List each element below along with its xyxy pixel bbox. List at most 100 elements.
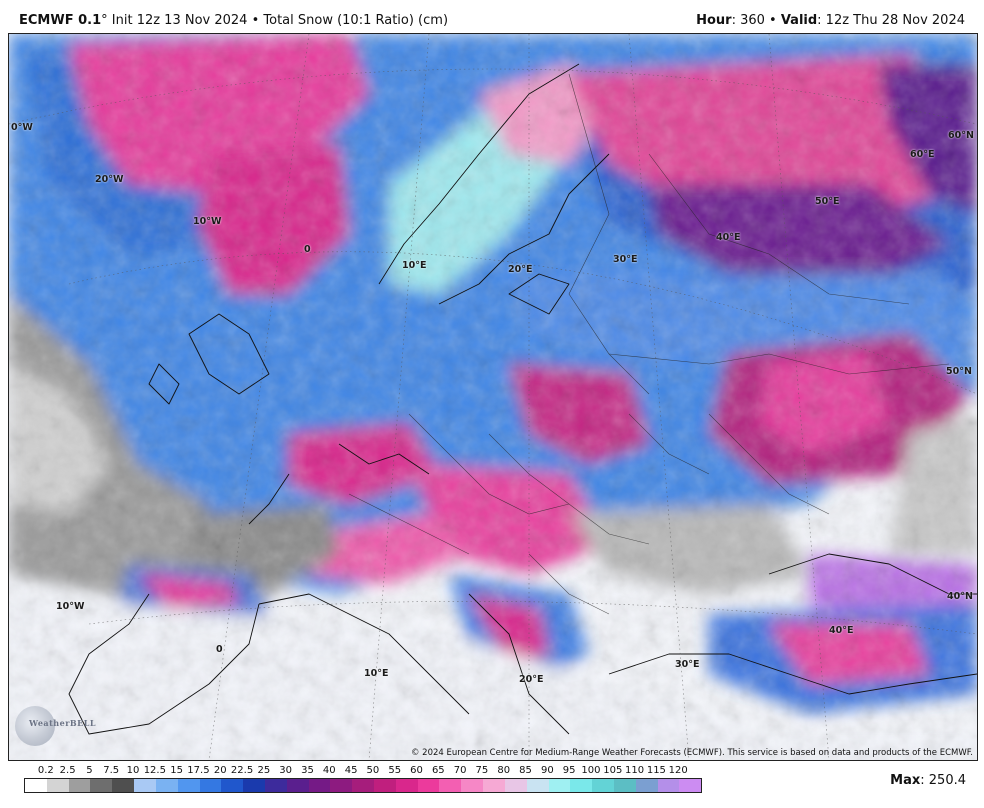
legend-swatch — [90, 779, 113, 792]
hour-value: : 360 • — [731, 13, 781, 28]
snow-map[interactable]: 0°W 20°W 10°W 0 10°E 20°E 30°E 40°E 50°E… — [8, 33, 978, 761]
max-value: Max: 250.4 — [890, 773, 966, 788]
legend-tick-label: 12.5 — [143, 765, 166, 776]
legend-tick-label: 25 — [257, 765, 271, 776]
legend-swatch — [308, 779, 331, 792]
header-valid: Hour: 360 • Valid: 12z Thu 28 Nov 2024 — [696, 13, 965, 28]
header: ECMWF 0.1° Init 12z 13 Nov 2024 • Total … — [0, 0, 984, 32]
lon-label: 10°W — [193, 216, 222, 227]
legend-swatch — [330, 779, 353, 792]
lon-label: 0 — [304, 244, 311, 255]
logo-text: WeatherBELL — [29, 718, 97, 728]
legend-tick-label: 80 — [497, 765, 511, 776]
legend-swatch — [112, 779, 135, 792]
legend-swatch — [635, 779, 658, 792]
legend-tick-label: 55 — [388, 765, 402, 776]
legend-swatch — [679, 779, 702, 792]
legend-colorbar — [24, 778, 702, 793]
legend-swatch — [483, 779, 505, 792]
lon-label: 20°E — [519, 674, 544, 685]
legend-tick-label: 17.5 — [187, 765, 210, 776]
hour-label: Hour — [696, 13, 732, 28]
legend-tick-label: 75 — [475, 765, 489, 776]
weatherbell-logo: WeatherBELL — [15, 706, 97, 746]
lon-label: 30°E — [613, 254, 638, 265]
legend-swatch — [657, 779, 680, 792]
lon-label: 10°E — [402, 260, 427, 271]
legend-swatch — [461, 779, 484, 792]
legend-swatch — [613, 779, 636, 792]
model-name: ECMWF 0.1 — [19, 13, 102, 28]
legend-swatch — [199, 779, 222, 792]
legend-tick-label: 65 — [431, 765, 445, 776]
lon-label: 50°E — [815, 196, 840, 207]
legend-swatch — [25, 779, 47, 792]
lon-label: 10°W — [56, 601, 85, 612]
legend-tick-label: 0.2 — [37, 765, 54, 776]
max-number: : 250.4 — [920, 773, 966, 788]
copyright: © 2024 European Centre for Medium-Range … — [410, 748, 973, 758]
legend-swatch — [68, 779, 91, 792]
legend-swatch — [439, 779, 462, 792]
legend-tick-label: 85 — [519, 765, 532, 776]
legend-tick-label: 20 — [213, 765, 227, 776]
legend-swatch — [155, 779, 178, 792]
lon-label: 20°W — [95, 174, 124, 185]
lon-label: 20°E — [508, 264, 533, 275]
lon-label: 60°E — [910, 149, 935, 160]
legend-swatch — [374, 779, 396, 792]
legend-tick-label: 95 — [562, 765, 576, 776]
legend-tick-label: 15 — [170, 765, 184, 776]
legend-tick-label: 110 — [625, 765, 645, 776]
legend-swatch — [417, 779, 440, 792]
legend-swatch — [134, 779, 156, 792]
lon-label: 40°E — [716, 232, 741, 243]
legend-tick-label: 100 — [581, 765, 601, 776]
legend-swatch — [395, 779, 418, 792]
degree-symbol: ° — [101, 13, 108, 28]
lon-label: 0°W — [11, 122, 33, 133]
legend-swatch — [46, 779, 69, 792]
legend-tick-label: 105 — [603, 765, 623, 776]
lat-label: 60°N — [948, 130, 974, 141]
legend-tick-label: 120 — [668, 765, 688, 776]
legend-tick-label: 50 — [366, 765, 380, 776]
lon-label: 40°E — [829, 625, 854, 636]
legend-swatch — [352, 779, 374, 792]
legend-tick-label: 40 — [322, 765, 336, 776]
lat-label: 40°N — [947, 591, 973, 602]
legend-swatch — [526, 779, 549, 792]
header-title: ECMWF 0.1° Init 12z 13 Nov 2024 • Total … — [19, 13, 448, 28]
max-label: Max — [890, 773, 921, 788]
legend-swatch — [264, 779, 287, 792]
lon-label: 0 — [216, 644, 223, 655]
legend-tick-label: 60 — [410, 765, 423, 776]
legend-tick-label: 90 — [540, 765, 554, 776]
lat-label: 50°N — [946, 366, 972, 377]
legend-tick-label: 115 — [646, 765, 666, 776]
legend-swatch — [570, 779, 593, 792]
valid-value: : 12z Thu 28 Nov 2024 — [817, 13, 965, 28]
lon-label: 30°E — [675, 659, 700, 670]
legend-tick-label: 2.5 — [59, 765, 76, 776]
legend-swatch — [177, 779, 200, 792]
legend-swatch — [243, 779, 265, 792]
legend-tick-label: 45 — [344, 765, 358, 776]
logo-circle-icon — [15, 706, 55, 746]
legend-tick-label: 70 — [453, 765, 467, 776]
legend-tick-label: 30 — [279, 765, 293, 776]
legend-tick-label: 5 — [86, 765, 93, 776]
init-info: Init 12z 13 Nov 2024 • Total Snow (10:1 … — [107, 13, 449, 28]
legend-swatch — [592, 779, 614, 792]
legend-swatch — [221, 779, 244, 792]
valid-label: Valid — [780, 13, 818, 28]
color-legend: 0.2 2.5 5 7.5 10 12.5 15 17.5 20 22.5 25 30 35 40 45 50… — [24, 765, 704, 795]
legend-swatch — [286, 779, 309, 792]
legend-swatch — [504, 779, 527, 792]
legend-ticks: 0.2 2.5 5 7.5 10 12.5 15 17.5 20 22.5 25 30 35 40 45 50… — [24, 765, 704, 777]
legend-tick-label: 7.5 — [103, 765, 120, 776]
legend-swatch — [548, 779, 571, 792]
lon-label: 10°E — [364, 668, 389, 679]
legend-tick-label: 35 — [301, 765, 314, 776]
legend-tick-label: 22.5 — [230, 765, 254, 776]
